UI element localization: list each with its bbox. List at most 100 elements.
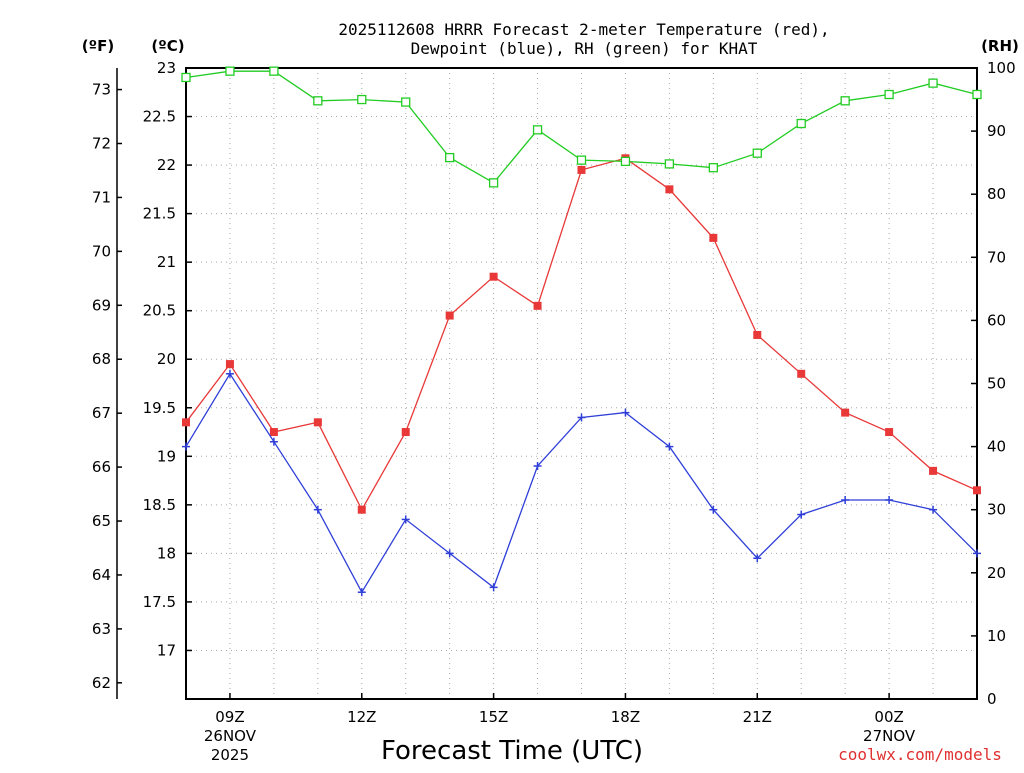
dewpoint-point bbox=[621, 408, 630, 417]
2-meter-temperature-point bbox=[885, 428, 894, 437]
2-meter-temperature-point bbox=[313, 418, 322, 427]
rh-tick-label: 80 bbox=[987, 185, 1006, 203]
2-meter-temperature-point bbox=[973, 486, 981, 495]
rh-point bbox=[445, 152, 455, 163]
rh-point bbox=[313, 96, 323, 106]
rh-point bbox=[357, 94, 367, 105]
x-tick-label: 12Z bbox=[347, 708, 376, 726]
x-axis-label: Forecast Time (UTC) bbox=[381, 736, 643, 766]
rh-tick-label: 40 bbox=[987, 438, 1006, 456]
celsius-tick-label: 20 bbox=[157, 350, 176, 368]
credit-link[interactable]: coolwx.com/models bbox=[838, 745, 1002, 764]
2-meter-temperature-point bbox=[401, 428, 410, 437]
rh-point bbox=[181, 72, 191, 83]
fahrenheit-tick-label: 70 bbox=[92, 242, 111, 260]
dewpoint-point bbox=[929, 505, 938, 514]
celsius-tick-label: 17 bbox=[157, 641, 176, 659]
dewpoint-point bbox=[665, 442, 674, 451]
celsius-tick-label: 22 bbox=[157, 156, 176, 174]
celsius-tick-label: 21.5 bbox=[143, 205, 176, 223]
x-tick-year-label: 2025 bbox=[211, 746, 249, 764]
2-meter-temperature-point bbox=[753, 330, 762, 339]
2-meter-temperature-point bbox=[709, 233, 718, 242]
dewpoint-point bbox=[489, 583, 498, 592]
dewpoint-point bbox=[709, 505, 718, 514]
fahrenheit-tick-label: 73 bbox=[92, 81, 111, 99]
rh-point bbox=[401, 97, 411, 107]
rh-point bbox=[269, 66, 279, 76]
celsius-tick-label: 21 bbox=[157, 253, 176, 271]
grid-lines bbox=[186, 68, 977, 699]
fahrenheit-tick-label: 71 bbox=[92, 188, 111, 206]
data-series bbox=[181, 66, 982, 597]
fahrenheit-tick-label: 62 bbox=[92, 674, 111, 692]
dewpoint-point bbox=[401, 515, 410, 524]
x-tick-label: 09Z bbox=[215, 708, 244, 726]
rh-tick-label: 20 bbox=[987, 564, 1006, 582]
rh-tick-label: 60 bbox=[987, 311, 1006, 329]
2-meter-temperature-point bbox=[357, 505, 366, 514]
dewpoint-point bbox=[841, 495, 850, 504]
rh-tick-label: 70 bbox=[987, 248, 1006, 266]
celsius-tick-label: 19 bbox=[157, 447, 176, 465]
axes: 62 63 64 65 66 67 68 69 70 71 72 73 17 17.5 18 18.5 19 19… bbox=[92, 59, 1016, 764]
dewpoint-point bbox=[357, 588, 366, 597]
rh-tick-label: 100 bbox=[987, 59, 1016, 77]
dewpoint-point bbox=[973, 549, 981, 558]
chart-title-line2: Dewpoint (blue), RH (green) for KHAT bbox=[411, 39, 758, 58]
dewpoint-point bbox=[885, 495, 894, 504]
2-meter-temperature-point bbox=[269, 428, 278, 437]
fahrenheit-tick-label: 64 bbox=[92, 566, 111, 584]
2-meter-temperature-point bbox=[841, 408, 850, 417]
2-meter-temperature-point bbox=[797, 369, 806, 378]
celsius-tick-label: 22.5 bbox=[143, 108, 176, 126]
rh-point bbox=[576, 155, 587, 165]
x-tick-date-label: 27NOV bbox=[863, 727, 916, 745]
2-meter-temperature-point bbox=[225, 360, 234, 369]
fahrenheit-tick-label: 68 bbox=[92, 350, 111, 368]
celsius-unit-label: (ºC) bbox=[151, 37, 184, 55]
2-meter-temperature-point bbox=[182, 418, 190, 427]
x-tick-date-label: 26NOV bbox=[204, 727, 257, 745]
chart-title-line1: 2025112608 HRRR Forecast 2-meter Tempera… bbox=[338, 20, 829, 39]
rh-point bbox=[488, 178, 499, 188]
rh-point bbox=[796, 118, 806, 129]
2-meter-temperature-point bbox=[929, 466, 938, 475]
rh-point bbox=[972, 89, 982, 100]
rh-tick-label: 90 bbox=[987, 122, 1006, 140]
fahrenheit-tick-label: 72 bbox=[92, 135, 111, 153]
celsius-tick-label: 20.5 bbox=[143, 302, 176, 320]
rh-point bbox=[928, 78, 938, 88]
celsius-tick-label: 18.5 bbox=[143, 496, 176, 514]
celsius-tick-label: 17.5 bbox=[143, 593, 176, 611]
2-meter-temperature-point bbox=[577, 165, 586, 174]
celsius-tick-label: 19.5 bbox=[143, 399, 176, 417]
dewpoint-point bbox=[445, 549, 454, 558]
rh-tick-label: 30 bbox=[987, 501, 1006, 519]
fahrenheit-tick-label: 69 bbox=[92, 296, 111, 314]
2-meter-temperature-point bbox=[445, 311, 454, 320]
dewpoint-point bbox=[313, 505, 322, 514]
rh-tick-label: 10 bbox=[987, 627, 1006, 645]
fahrenheit-tick-label: 66 bbox=[92, 458, 111, 476]
2-meter-temperature-point bbox=[489, 272, 498, 281]
dewpoint-point bbox=[533, 462, 542, 471]
2-meter-temperature-point bbox=[665, 185, 674, 194]
dewpoint-point bbox=[577, 413, 586, 422]
rh-tick-label: 50 bbox=[987, 375, 1006, 393]
dewpoint-point bbox=[225, 369, 234, 378]
celsius-tick-label: 18 bbox=[157, 544, 176, 562]
fahrenheit-unit-label: (ºF) bbox=[82, 37, 114, 55]
dewpoint-point bbox=[753, 554, 762, 563]
rh-unit-label: (RH) bbox=[981, 37, 1019, 55]
x-tick-label: 00Z bbox=[874, 708, 903, 726]
dewpoint-point bbox=[797, 510, 806, 519]
x-tick-label: 18Z bbox=[611, 708, 640, 726]
x-tick-label: 21Z bbox=[743, 708, 772, 726]
fahrenheit-tick-label: 67 bbox=[92, 404, 111, 422]
fahrenheit-tick-label: 63 bbox=[92, 620, 111, 638]
rh-point bbox=[708, 163, 718, 173]
rh-point bbox=[884, 89, 894, 100]
